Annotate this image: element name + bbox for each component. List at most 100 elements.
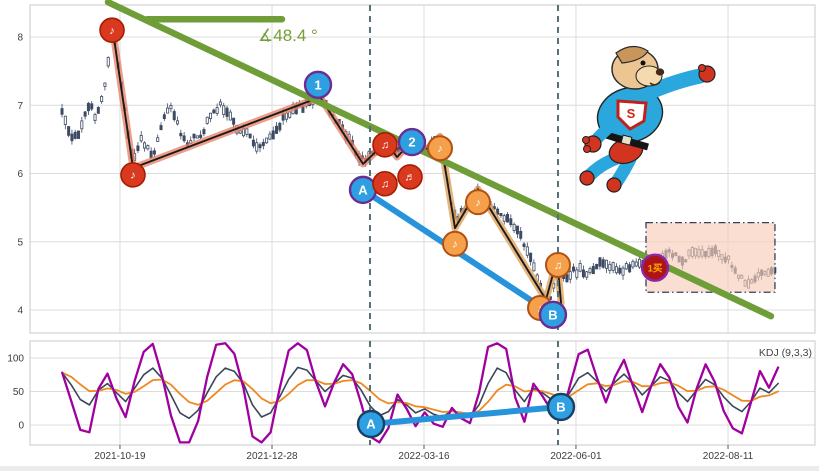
candle-body xyxy=(499,212,503,216)
candle-body xyxy=(106,57,110,67)
axis-labels-layer: 8 7 6 5 4 100 50 0 2021-10-19 2021-12-28 2022-03-1… xyxy=(7,33,753,463)
candle-body xyxy=(70,133,74,142)
kdj-indicator-label: KDJ (9,3,3) xyxy=(759,347,812,359)
pivot-marker-1[interactable]: 1 xyxy=(303,70,333,99)
music-note-marker-10-circle[interactable] xyxy=(544,251,571,278)
candle-body xyxy=(588,268,592,274)
dog-belt-buckle xyxy=(620,134,633,146)
candle-body xyxy=(525,246,529,256)
pivot-marker-2-circle[interactable] xyxy=(397,127,427,157)
dog-ear xyxy=(615,45,649,64)
candle-body xyxy=(572,266,576,272)
candle-body xyxy=(255,142,259,152)
candle-body xyxy=(565,274,569,283)
candle-body xyxy=(172,111,176,121)
candle-body xyxy=(80,120,84,130)
kdj-d-line xyxy=(61,371,779,415)
kdj-pivot-marker-b-label: B xyxy=(556,399,565,414)
dog-mouth xyxy=(649,81,661,86)
music-note-marker-6-label: ♪ xyxy=(437,143,443,155)
kdj-y-axis-tick-label: 50 xyxy=(13,387,25,398)
candle-body xyxy=(96,106,100,114)
music-note-marker-10[interactable]: ♫ xyxy=(544,251,571,278)
x-axis-tick-label: 2022-03-16 xyxy=(398,451,450,462)
dog-eye xyxy=(640,60,646,66)
pivot-marker-b-label: B xyxy=(548,307,557,322)
music-note-marker-7-circle[interactable] xyxy=(441,230,468,257)
candle-body xyxy=(166,107,170,114)
candle-body xyxy=(585,271,589,278)
kdj-pivot-marker-b[interactable]: B xyxy=(546,392,576,422)
pivot-marker-a[interactable]: A xyxy=(348,175,378,205)
candle-body xyxy=(232,117,236,125)
candle-body xyxy=(152,150,156,155)
candle-body xyxy=(218,101,222,106)
superhero-dog-mascot: S xyxy=(579,45,716,193)
y-axis-tick-label: 7 xyxy=(17,101,23,112)
music-note-marker-7[interactable]: ♪ xyxy=(441,230,468,257)
music-note-marker-9-label: ♪ xyxy=(537,303,543,315)
music-note-marker-5-circle[interactable] xyxy=(397,164,423,190)
pivot-zigzag-line xyxy=(111,23,563,305)
buy-signal-marker[interactable]: 1买 xyxy=(640,253,670,282)
candle-body xyxy=(136,145,140,152)
music-note-marker-1[interactable]: ♪ xyxy=(99,17,125,43)
music-note-marker-8[interactable]: ♪ xyxy=(464,189,491,216)
candle-body xyxy=(288,111,292,118)
music-note-marker-8-circle[interactable] xyxy=(464,189,491,216)
angle-annotation: ∡48.4 ° xyxy=(258,26,318,45)
music-note-marker-2[interactable]: ♪ xyxy=(120,162,146,188)
music-note-marker-5[interactable]: ♬ xyxy=(397,164,423,190)
main-markers-layer: ♪ ♪ 1 A ♫ ♫ ♬ 2 ♪ ♪ ♪ ♪ ♫ B 1买 xyxy=(99,17,670,329)
candle-body xyxy=(532,262,536,272)
candle-body xyxy=(182,135,186,142)
pivot-marker-2[interactable]: 2 xyxy=(397,127,427,157)
candle-body xyxy=(618,267,622,274)
pivot-marker-b[interactable]: B xyxy=(538,300,568,329)
dog-glove-thumb xyxy=(698,64,706,72)
kdj-y-axis-tick-label: 0 xyxy=(18,421,24,432)
candle-body xyxy=(63,115,67,125)
candle-body xyxy=(162,114,166,120)
music-note-marker-3-circle[interactable] xyxy=(372,132,398,158)
candle-body xyxy=(591,265,595,275)
pivot-marker-a-label: A xyxy=(358,182,368,197)
music-note-marker-4[interactable]: ♫ xyxy=(372,170,398,197)
pivot-marker-1-circle[interactable] xyxy=(303,70,333,99)
buy-zone-layer xyxy=(645,221,776,293)
main-panel-border xyxy=(29,4,816,334)
dog-boot xyxy=(579,170,595,186)
kdj-pivot-marker-a[interactable]: A xyxy=(356,409,386,439)
pivot-marker-b-circle[interactable] xyxy=(538,300,568,329)
y-axis-tick-label: 6 xyxy=(17,169,23,180)
candle-body xyxy=(100,96,104,103)
kdj-lines-layer xyxy=(61,342,780,444)
music-note-marker-3[interactable]: ♫ xyxy=(372,132,398,158)
candle-body xyxy=(73,131,77,139)
kdj-pivot-marker-b-circle[interactable] xyxy=(546,392,576,422)
candle-body xyxy=(159,125,163,131)
music-note-marker-5-label: ♬ xyxy=(405,172,416,184)
candle-body xyxy=(496,208,500,215)
music-note-marker-6[interactable]: ♪ xyxy=(427,135,454,162)
candle-body xyxy=(284,112,288,120)
candle-body xyxy=(522,243,526,247)
candle-body xyxy=(608,263,612,271)
kdj-pivot-marker-a-circle[interactable] xyxy=(356,409,386,439)
music-note-marker-2-circle[interactable] xyxy=(120,162,146,188)
event-dashed-lines-layer xyxy=(368,5,559,445)
candle-body xyxy=(614,266,618,274)
dog-fist-knuckle xyxy=(583,145,591,153)
candle-body xyxy=(202,129,206,135)
candle-body xyxy=(77,130,81,139)
music-note-marker-4-circle[interactable] xyxy=(372,170,398,197)
candle-body xyxy=(245,128,249,135)
music-note-marker-6-circle[interactable] xyxy=(427,135,454,162)
buy-signal-marker-circle[interactable] xyxy=(640,253,670,282)
candle-body xyxy=(149,150,153,159)
music-note-marker-1-circle[interactable] xyxy=(99,17,125,43)
pivot-marker-1-label: 1 xyxy=(314,77,321,92)
x-axis-tick-label: 2022-06-01 xyxy=(550,451,602,462)
candle-body xyxy=(621,267,625,276)
